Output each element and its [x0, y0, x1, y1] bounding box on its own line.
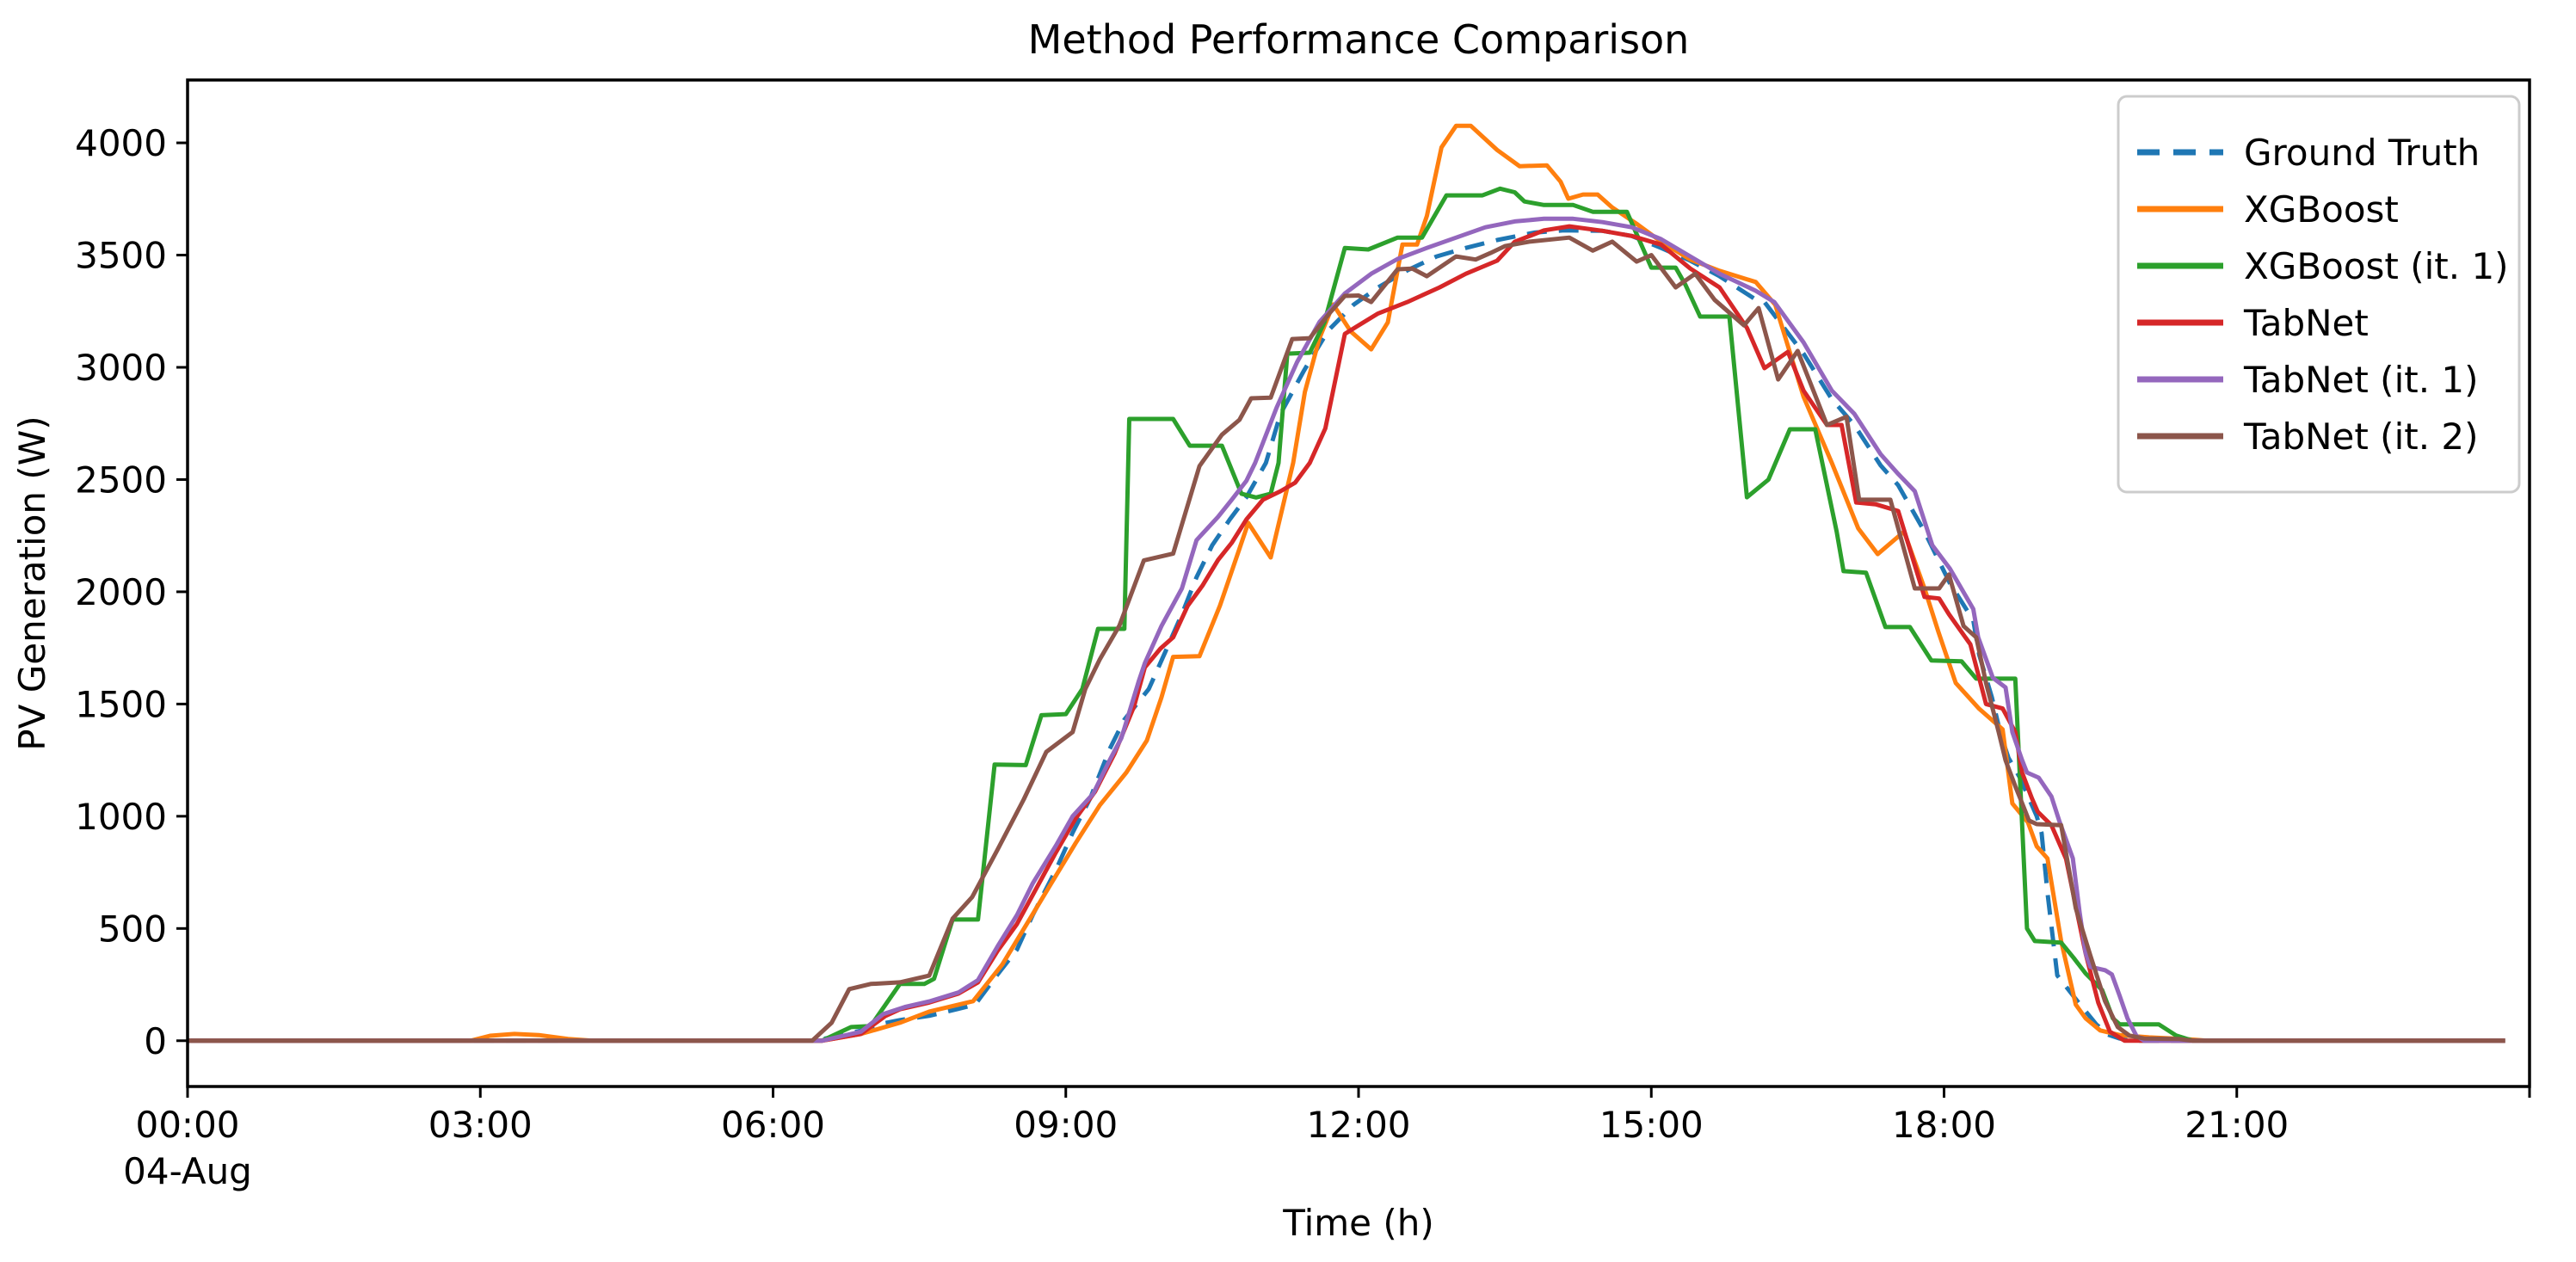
x-tick-label: 21:00	[2185, 1104, 2289, 1146]
series-group	[188, 123, 2505, 1043]
x-axis-label: Time (h)	[1282, 1202, 1434, 1244]
x-tick-label: 06:00	[721, 1104, 825, 1146]
legend-label: XGBoost	[2244, 188, 2399, 231]
legend-label: TabNet (it. 1)	[2243, 359, 2479, 401]
y-tick-label: 3500	[75, 235, 167, 277]
series-line-tabnet-it-2	[188, 235, 2505, 1043]
legend-box	[2117, 95, 2521, 494]
y-axis-label: PV Generation (W)	[11, 416, 53, 750]
series-line-tabnet	[188, 224, 2505, 1043]
legend: Ground Truth XGBoost XGBoost (it. 1) TabNet…	[2117, 95, 2521, 494]
y-tick-label: 500	[98, 908, 167, 950]
x-tick-label: 03:00	[428, 1104, 533, 1146]
x-tick-label: 00:00	[135, 1104, 239, 1146]
legend-label: Ground Truth	[2244, 132, 2480, 174]
y-axis-ticks: 0 500 1000 1500 2000 2500 3000 3500 4000	[75, 122, 188, 1062]
x-tick-label: 18:00	[1892, 1104, 1996, 1146]
x-axis-date-label: 04-Aug	[123, 1150, 252, 1192]
y-tick-label: 1000	[75, 796, 167, 838]
y-tick-label: 1500	[75, 683, 167, 725]
legend-label: TabNet (it. 2)	[2243, 416, 2479, 458]
y-tick-label: 2000	[75, 571, 167, 613]
x-tick-label: 09:00	[1014, 1104, 1118, 1146]
y-tick-label: 0	[144, 1020, 167, 1062]
legend-label: XGBoost (it. 1)	[2244, 245, 2509, 287]
chart-title: Method Performance Comparison	[1028, 16, 1690, 63]
y-tick-label: 3000	[75, 347, 167, 389]
legend-label: TabNet	[2243, 302, 2369, 344]
y-tick-label: 4000	[75, 122, 167, 164]
x-tick-label: 15:00	[1599, 1104, 1704, 1146]
y-tick-label: 2500	[75, 459, 167, 501]
series-line-tabnet-it-1	[188, 216, 2505, 1043]
x-tick-label: 12:00	[1306, 1104, 1410, 1146]
